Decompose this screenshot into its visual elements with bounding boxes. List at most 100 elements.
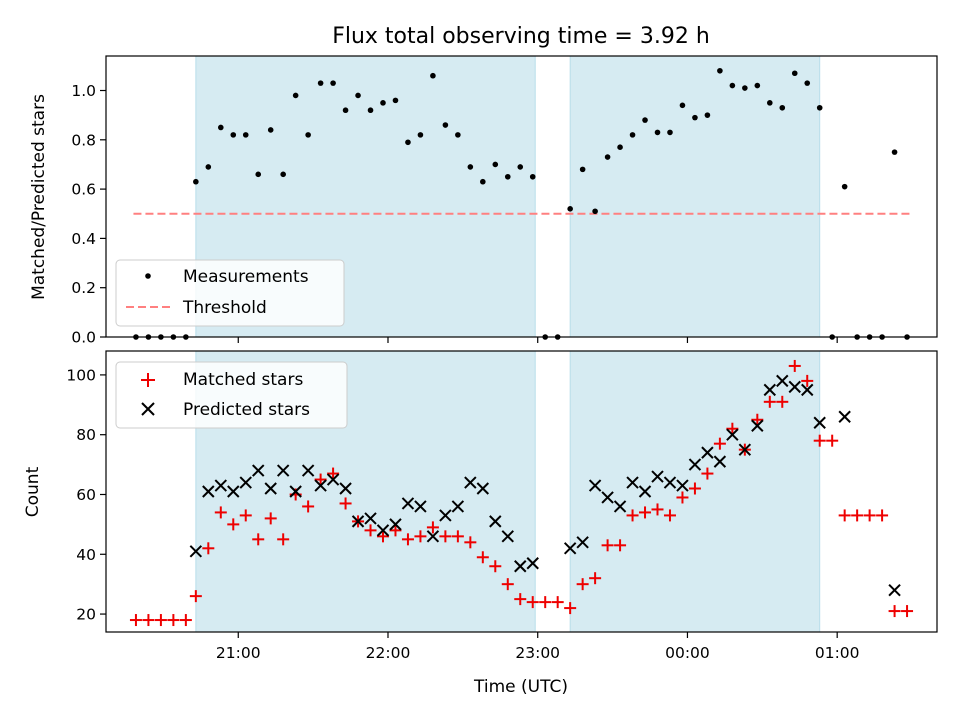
predicted-star-point: [426, 530, 440, 543]
top-plot-frame: [105, 55, 938, 338]
predicted-star-point: [364, 512, 377, 525]
matched-star-point: [838, 509, 851, 522]
matched-star-point: [576, 578, 589, 591]
bottom-y-tick-label: 100: [66, 366, 96, 384]
matched-star-point: [663, 509, 676, 522]
matched-star-point: [601, 539, 614, 552]
matched-star-point: [142, 614, 155, 627]
measurement-point: [567, 206, 573, 212]
measurement-point: [442, 122, 449, 128]
matched-star-point: [726, 422, 739, 435]
measurement-point: [667, 129, 673, 136]
measurement-point: [292, 92, 299, 99]
bottom-plot-frame: [105, 350, 938, 633]
matched-star-point: [776, 395, 789, 408]
matched-star-point: [302, 500, 315, 513]
top-shaded-intervals: [195, 55, 821, 338]
chart-title: Flux total observing time = 3.92 h: [332, 24, 710, 49]
measurement-point: [242, 132, 249, 138]
top-y-tick-label: 0.8: [71, 131, 96, 149]
bottom-y-tick-label: 20: [76, 606, 96, 624]
predicted-star-point: [252, 464, 265, 477]
measurement-point: [230, 132, 237, 138]
matched-star-point: [227, 518, 240, 531]
predicted-star-point: [227, 485, 240, 498]
predicted-star-point: [613, 500, 627, 513]
matched-star-point: [639, 506, 652, 519]
measurement-point: [455, 132, 461, 138]
top-y-tick-label: 0.6: [71, 181, 96, 199]
matched-star-point: [239, 509, 252, 522]
top-y-tick-label: 0.0: [71, 329, 96, 347]
measurement-point: [692, 114, 698, 121]
matched-star-point: [451, 530, 464, 543]
matched-star-point: [202, 542, 215, 555]
bottom-x-axis: 21:00 22:00 23:00 00:00 01:00: [216, 632, 860, 662]
predicted-star-point: [451, 500, 465, 513]
legend-threshold-label: Threshold: [182, 298, 267, 318]
measurement-point: [791, 70, 798, 77]
predicted-star-point: [439, 509, 452, 522]
predicted-star-point: [676, 479, 689, 492]
measurement-point: [480, 178, 486, 185]
matched-star-point: [813, 434, 826, 447]
matched-star-point: [154, 614, 167, 627]
x-tick-label: 00:00: [665, 644, 710, 662]
shaded-interval-2: [569, 55, 821, 338]
measurement-point: [430, 72, 436, 79]
predicted-star-point: [888, 583, 901, 597]
measurement-point: [280, 171, 286, 178]
matched-star-point: [788, 359, 801, 372]
measurement-point: [629, 132, 636, 138]
matched-star-point: [439, 530, 452, 543]
predicted-star-point: [264, 482, 277, 495]
matched-star-point: [327, 467, 340, 480]
legend-measurements-marker: [145, 273, 151, 279]
measurement-point: [504, 173, 511, 180]
matched-star-point: [551, 596, 564, 609]
matched-star-point: [876, 509, 889, 522]
top-y-tick-label: 0.2: [71, 279, 96, 297]
predicted-star-point: [626, 476, 639, 489]
matched-star-point: [514, 593, 527, 606]
predicted-star-point: [376, 524, 390, 537]
predicted-star-point: [776, 374, 789, 388]
top-legend-box: [115, 259, 345, 327]
bottom-y-tick-label: 60: [76, 486, 96, 504]
matched-stars-points: [129, 359, 914, 627]
measurement-point: [355, 92, 361, 99]
measurement-point: [367, 107, 374, 114]
predicted-star-point: [801, 383, 814, 397]
bottom-legend: Matched stars Predicted stars: [115, 361, 348, 429]
measurement-point: [604, 154, 611, 160]
predicted-star-point: [663, 476, 677, 489]
predicted-star-point: [726, 428, 739, 441]
matched-star-point: [701, 467, 714, 480]
top-panel: 0.0 0.2 0.4 0.6 0.8 1.0 Matched/Predicted sta…: [29, 55, 938, 347]
predicted-star-point: [289, 485, 302, 498]
predicted-star-point: [651, 470, 664, 483]
measurement-point: [317, 80, 324, 86]
predicted-star-point: [214, 479, 227, 492]
measurement-point: [816, 104, 823, 111]
x-tick-label: 23:00: [515, 644, 560, 662]
measurement-point: [742, 85, 748, 91]
top-y-tick-label: 1.0: [71, 82, 96, 100]
legend-matched-label: Matched stars: [183, 370, 303, 390]
matched-star-point: [863, 509, 876, 522]
matched-star-point: [214, 506, 227, 519]
measurement-point: [380, 100, 386, 106]
predicted-star-point: [326, 473, 340, 486]
matched-star-point: [129, 614, 142, 627]
predicted-star-point: [202, 485, 215, 498]
predicted-star-point: [389, 518, 402, 531]
x-axis-label: Time (UTC): [473, 677, 568, 697]
measurement-point: [193, 178, 199, 185]
matched-star-point: [763, 395, 776, 408]
predicted-star-point: [464, 476, 477, 489]
matched-star-point: [626, 509, 639, 522]
matched-star-point: [614, 539, 627, 552]
measurement-point: [617, 144, 623, 151]
measurement-point: [392, 97, 399, 104]
measurement-point: [717, 67, 723, 74]
